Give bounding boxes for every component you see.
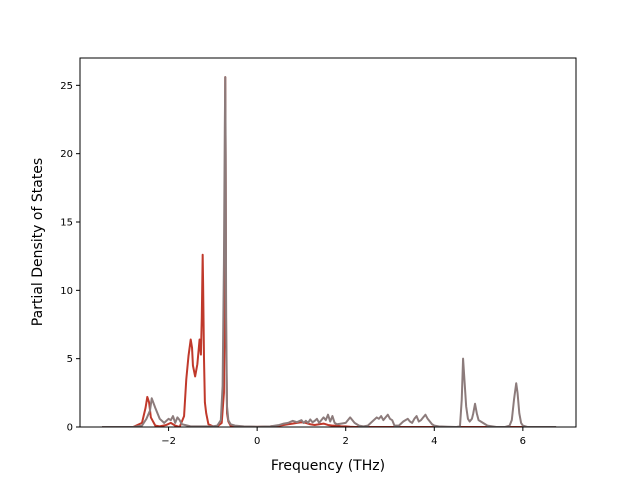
y-tick-label: 25	[60, 81, 73, 92]
x-axis-label: Frequency (THz)	[271, 458, 385, 474]
x-tick-label: −2	[161, 436, 176, 447]
y-axis-label: Partial Density of States	[30, 158, 46, 326]
y-tick-label: 20	[60, 149, 73, 160]
y-tick-label: 10	[60, 286, 73, 297]
y-tick-label: 0	[67, 423, 73, 434]
plot-frame	[79, 57, 577, 428]
x-axis-ticks: −2 0 2 4 6	[161, 427, 526, 447]
y-tick-label: 15	[60, 218, 73, 229]
series-layer	[102, 76, 557, 427]
y-tick-label: 5	[67, 354, 73, 365]
x-tick-label: 2	[343, 436, 349, 447]
x-tick-label: 4	[431, 436, 437, 447]
y-axis-ticks: 0 5 10 15 20 25	[60, 81, 80, 434]
series-line-2	[102, 76, 557, 427]
x-tick-label: 6	[520, 436, 526, 447]
x-tick-label: 0	[254, 436, 260, 447]
